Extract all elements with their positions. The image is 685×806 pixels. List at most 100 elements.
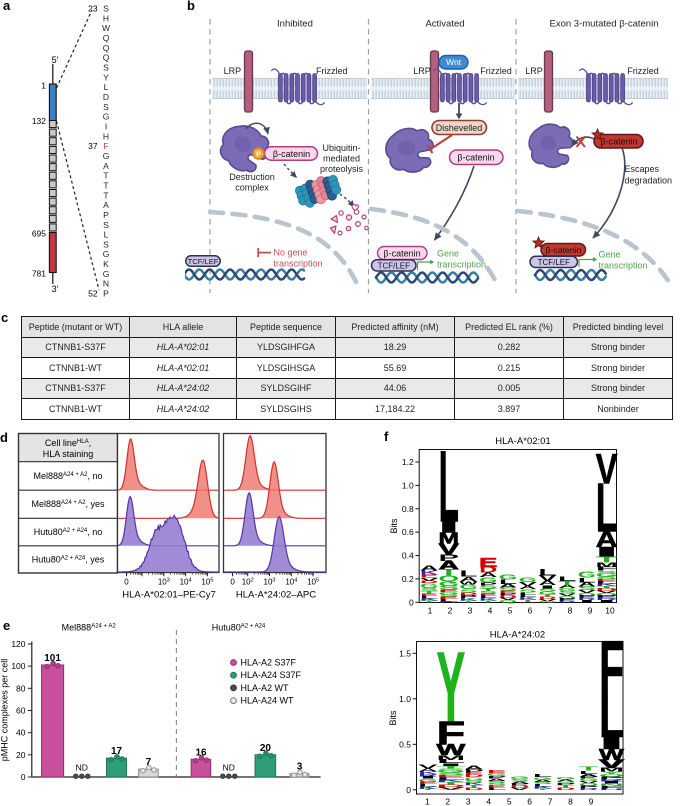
svg-text:HLA-A*02:01–PE-Cy7: HLA-A*02:01–PE-Cy7: [122, 590, 215, 601]
svg-text:1: 1: [41, 81, 46, 91]
svg-text:P: P: [558, 598, 577, 602]
svg-text:degradation: degradation: [625, 176, 673, 186]
svg-text:S: S: [464, 780, 484, 784]
svg-text:103: 103: [264, 578, 276, 587]
svg-text:P: P: [103, 289, 109, 299]
svg-text:16: 16: [195, 747, 207, 758]
svg-text:D: D: [103, 92, 109, 102]
svg-text:A: A: [538, 580, 557, 587]
svg-text:P: P: [439, 553, 460, 563]
svg-text:Q: Q: [439, 574, 460, 583]
svg-text:S: S: [439, 585, 460, 591]
svg-text:I: I: [599, 781, 624, 785]
svg-text:M: M: [436, 754, 465, 761]
svg-text:D: D: [556, 787, 576, 791]
svg-text:H: H: [599, 788, 624, 790]
svg-text:S: S: [533, 782, 553, 785]
svg-text:17: 17: [111, 746, 123, 757]
svg-text:S: S: [436, 772, 465, 776]
svg-text:F: F: [596, 566, 618, 572]
svg-text:T: T: [420, 591, 439, 595]
svg-text:L: L: [519, 592, 538, 596]
svg-text:T: T: [556, 785, 576, 789]
svg-text:A: A: [479, 572, 498, 579]
svg-text:695: 695: [32, 229, 46, 239]
svg-text:4: 4: [486, 797, 491, 806]
svg-text:104: 104: [285, 578, 297, 587]
svg-text:1: 1: [425, 797, 430, 806]
svg-text:T: T: [533, 788, 553, 790]
svg-text:A: A: [459, 575, 478, 583]
svg-text:L: L: [596, 469, 618, 546]
svg-text:A: A: [464, 765, 484, 771]
svg-text:V: V: [420, 577, 439, 582]
svg-text:102: 102: [242, 578, 254, 587]
svg-text:Gene: Gene: [599, 250, 621, 260]
svg-text:I: I: [596, 545, 618, 560]
svg-text:A: A: [487, 778, 507, 782]
svg-text:V: V: [439, 540, 460, 558]
svg-text:Y: Y: [436, 631, 465, 743]
svg-text:T: T: [439, 568, 461, 578]
svg-text:Q: Q: [436, 789, 465, 790]
svg-text:L: L: [499, 579, 517, 586]
svg-text:S: S: [556, 781, 576, 784]
svg-text:S: S: [499, 587, 518, 592]
svg-text:A: A: [103, 161, 109, 171]
svg-text:P: P: [459, 594, 478, 599]
svg-text:S: S: [538, 588, 557, 593]
svg-text:M: M: [599, 767, 624, 773]
svg-text:6: 6: [527, 797, 532, 806]
svg-text:L: L: [420, 595, 439, 599]
svg-text:S: S: [479, 585, 498, 590]
svg-text:G: G: [103, 151, 110, 161]
svg-text:A: A: [578, 582, 597, 588]
svg-text:9: 9: [589, 797, 594, 806]
svg-text:Activated: Activated: [425, 19, 464, 30]
svg-text:P: P: [556, 783, 576, 786]
svg-text:Q: Q: [103, 53, 110, 63]
svg-text:T: T: [103, 171, 108, 181]
svg-text:G: G: [459, 583, 477, 591]
svg-text:R: R: [596, 597, 619, 601]
svg-text:105: 105: [307, 578, 319, 587]
svg-text:S: S: [103, 239, 109, 249]
svg-text:7: 7: [146, 757, 152, 768]
svg-text:Q: Q: [578, 592, 596, 596]
svg-text:R: R: [599, 778, 626, 782]
svg-text:2: 2: [445, 797, 450, 806]
svg-text:Q: Q: [538, 601, 556, 603]
svg-text:M: M: [439, 530, 460, 547]
svg-text:E: E: [596, 578, 618, 582]
svg-text:D: D: [499, 595, 517, 599]
svg-text:transcription: transcription: [599, 261, 648, 271]
svg-text:L: L: [533, 783, 553, 787]
svg-text:Frizzled: Frizzled: [316, 66, 348, 76]
svg-text:S: S: [420, 587, 439, 592]
svg-text:P: P: [103, 210, 109, 220]
svg-text:A: A: [499, 583, 518, 589]
svg-text:6: 6: [528, 606, 533, 616]
svg-text:8: 8: [568, 797, 573, 806]
svg-text:G: G: [579, 778, 599, 782]
svg-text:105: 105: [201, 578, 213, 587]
svg-text:β-catenin: β-catenin: [546, 245, 582, 255]
svg-text:T: T: [479, 588, 498, 592]
svg-text:G: G: [556, 777, 576, 781]
svg-text:60: 60: [16, 706, 26, 716]
svg-text:0: 0: [409, 597, 414, 607]
svg-text:K: K: [436, 779, 467, 783]
svg-text:10: 10: [605, 606, 615, 616]
svg-text:1.0: 1.0: [402, 480, 414, 490]
svg-text:R: R: [558, 600, 576, 603]
svg-text:2: 2: [448, 606, 453, 616]
svg-text:0.4: 0.4: [402, 551, 414, 561]
svg-text:V: V: [579, 780, 599, 784]
svg-text:G: G: [533, 777, 553, 781]
svg-text:β-catenin: β-catenin: [457, 152, 494, 162]
svg-text:G: G: [103, 249, 110, 259]
svg-text:A: A: [558, 584, 577, 589]
svg-text:ND: ND: [76, 763, 88, 773]
svg-text:S: S: [487, 782, 507, 786]
svg-text:Hutu80A2 + A24: Hutu80A2 + A24: [212, 623, 266, 633]
